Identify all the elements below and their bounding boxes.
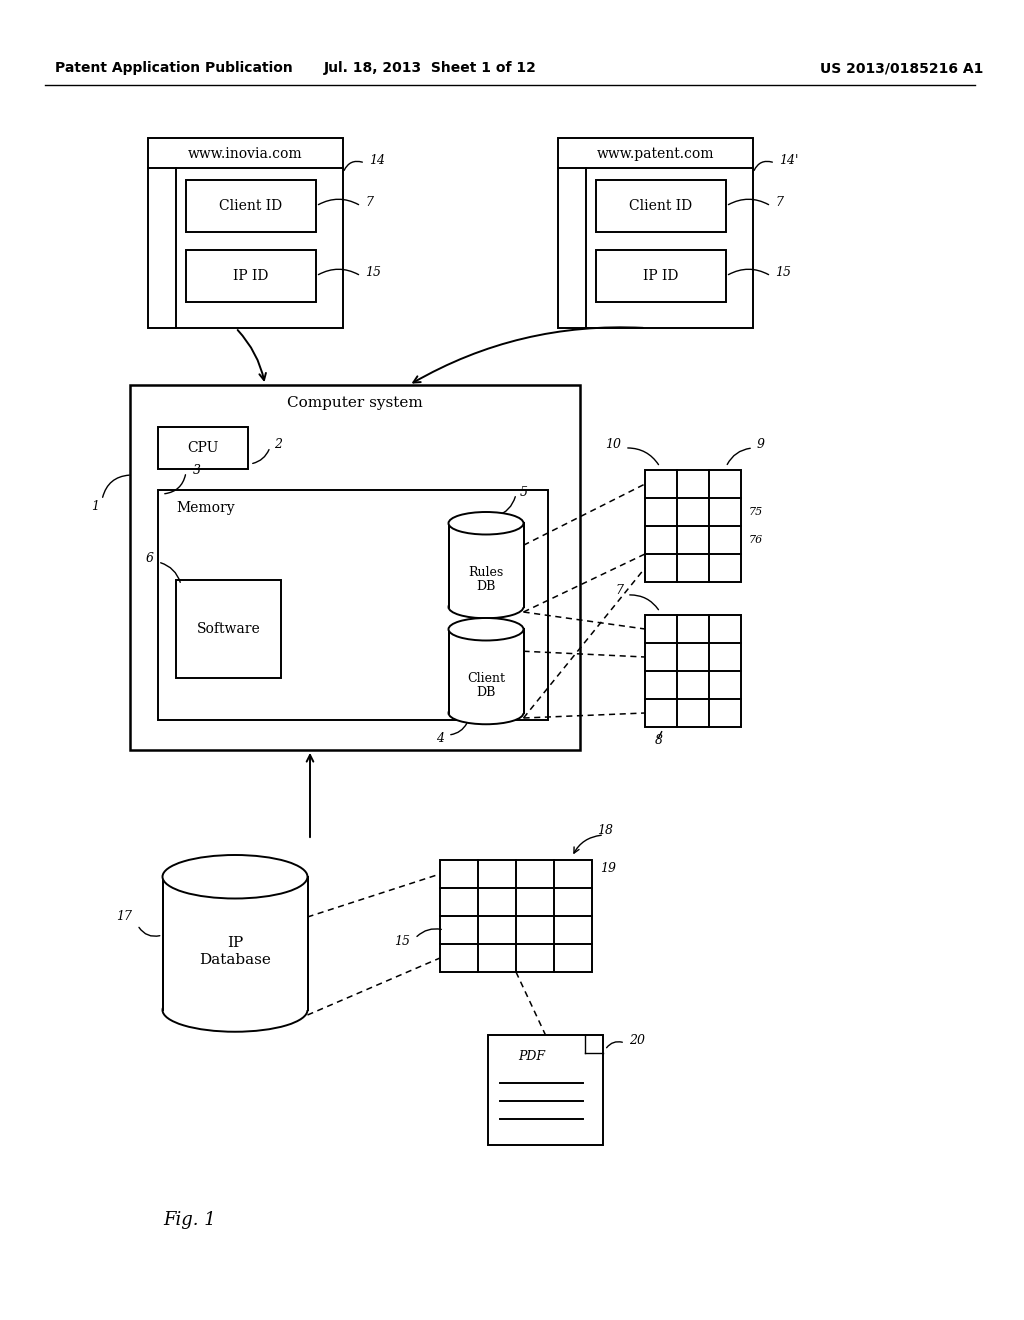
Bar [488,1035,603,1144]
Bar [440,861,592,972]
Ellipse shape [449,595,523,618]
Text: 3: 3 [193,463,201,477]
Bar [645,470,741,582]
Text: 6: 6 [146,552,154,565]
Text: 15: 15 [365,267,381,280]
Text: 15: 15 [775,267,791,280]
Text: 19: 19 [600,862,616,874]
Bar [148,139,343,327]
Text: 20: 20 [629,1034,645,1047]
Text: 2: 2 [274,438,282,451]
Text: Computer system: Computer system [287,396,423,411]
Text: Database: Database [199,953,271,968]
Bar [176,579,281,678]
Text: Patent Application Publication: Patent Application Publication [55,61,293,75]
Text: www.inovia.com: www.inovia.com [188,147,303,161]
Text: IP ID: IP ID [643,269,679,282]
Text: Client ID: Client ID [219,199,283,213]
Bar [645,615,741,727]
Bar [158,490,548,719]
Text: 9: 9 [757,437,765,450]
Bar [596,249,726,302]
Ellipse shape [163,989,307,1032]
Ellipse shape [449,702,523,725]
Text: 1: 1 [91,500,99,513]
Text: 15: 15 [394,935,410,948]
Text: PDF: PDF [518,1051,545,1064]
Bar [186,180,316,232]
Text: DB: DB [476,686,496,700]
Text: 76: 76 [749,535,763,545]
Text: 17: 17 [117,911,132,924]
Bar [449,630,523,713]
Text: IP ID: IP ID [233,269,268,282]
Bar [449,523,523,607]
Text: 18: 18 [597,824,613,837]
Ellipse shape [449,512,523,535]
Bar [596,180,726,232]
Text: 4: 4 [436,733,444,746]
Text: 14: 14 [369,153,385,166]
Text: IP: IP [227,936,243,950]
Text: Client ID: Client ID [630,199,692,213]
Text: Rules: Rules [468,565,504,578]
Bar [558,139,753,327]
Text: Jul. 18, 2013  Sheet 1 of 12: Jul. 18, 2013 Sheet 1 of 12 [324,61,537,75]
Text: 7: 7 [615,585,623,598]
Bar [130,385,580,750]
Text: 8: 8 [655,734,663,747]
Bar [163,876,307,1010]
Text: 7: 7 [365,197,373,210]
Text: 10: 10 [605,437,621,450]
Text: Client: Client [467,672,505,685]
Bar [158,426,248,469]
Ellipse shape [163,855,307,899]
Bar [186,249,316,302]
Text: DB: DB [476,581,496,594]
Text: Memory: Memory [177,502,236,515]
Text: 5: 5 [520,486,528,499]
Text: Fig. 1: Fig. 1 [164,1210,216,1229]
Text: www.patent.com: www.patent.com [597,147,715,161]
Text: 14': 14' [779,153,799,166]
Text: 7: 7 [775,197,783,210]
Text: 75: 75 [749,507,763,517]
Text: Software: Software [197,622,260,636]
Text: CPU: CPU [187,441,219,455]
Ellipse shape [449,618,523,640]
Text: US 2013/0185216 A1: US 2013/0185216 A1 [820,61,983,75]
